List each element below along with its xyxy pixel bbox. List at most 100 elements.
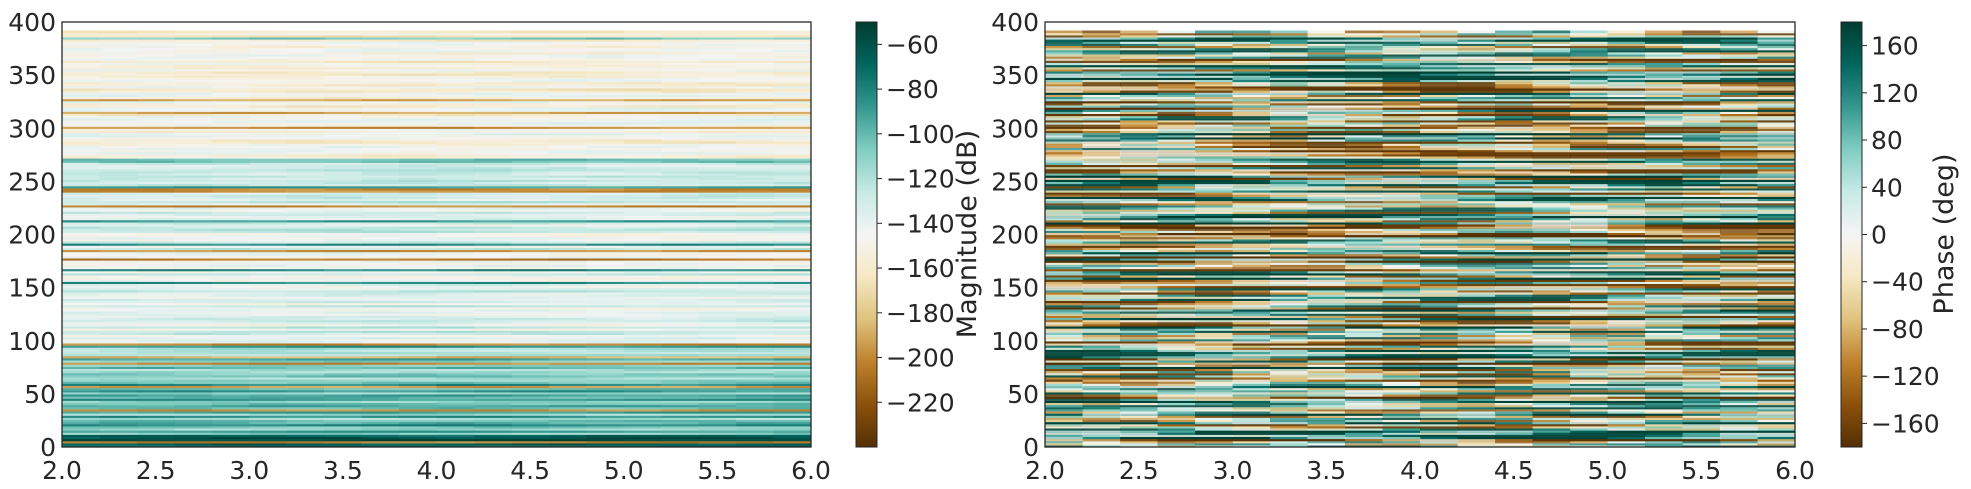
heatmap-cell: [1345, 410, 1384, 414]
heatmap-cell: [174, 185, 213, 189]
heatmap-cell: [1757, 368, 1795, 372]
heatmap-cell: [1345, 364, 1384, 367]
heatmap-cell: [211, 289, 250, 293]
heatmap-cell: [436, 189, 475, 193]
heatmap-cell: [1645, 400, 1684, 403]
heatmap-cell: [548, 419, 587, 423]
heatmap-cell: [249, 349, 288, 352]
heatmap-cell: [511, 398, 550, 401]
heatmap-cell: [1457, 387, 1496, 391]
heatmap-cell: [211, 268, 250, 272]
heatmap-cell: [286, 364, 325, 367]
heatmap-cell: [773, 427, 811, 431]
heatmap-cell: [473, 287, 512, 291]
heatmap-cell: [324, 436, 363, 440]
heatmap-cell: [399, 68, 438, 72]
heatmap-cell: [211, 430, 250, 433]
heatmap-cell: [136, 432, 175, 435]
heatmap-cell: [399, 274, 438, 278]
heatmap-cell: [473, 124, 512, 127]
heatmap-cell: [773, 419, 811, 423]
heatmap-cell: [249, 77, 288, 80]
heatmap-cell: [211, 175, 250, 178]
heatmap-cell: [1120, 376, 1159, 380]
heatmap-cell: [436, 179, 475, 182]
heatmap-cell: [773, 162, 811, 165]
heatmap-cell: [586, 291, 625, 295]
heatmap-cell: [698, 41, 737, 44]
heatmap-cell: [436, 147, 475, 151]
heatmap-cell: [1495, 430, 1534, 433]
heatmap-cell: [1382, 419, 1421, 423]
heatmap-cell: [698, 270, 737, 274]
heatmap-cell: [511, 402, 550, 406]
heatmap-cell: [62, 393, 101, 397]
heatmap-cell: [1082, 385, 1121, 389]
heatmap-cell: [211, 243, 250, 246]
heatmap-cell: [661, 274, 700, 278]
heatmap-cell: [99, 266, 138, 270]
heatmap-cell: [473, 121, 512, 125]
heatmap-cell: [99, 272, 138, 276]
heatmap-cell: [773, 81, 811, 85]
heatmap-cell: [211, 145, 250, 148]
heatmap-cell: [773, 41, 811, 44]
heatmap-cell: [399, 306, 438, 310]
heatmap-cell: [136, 94, 175, 97]
heatmap-cell: [511, 189, 550, 193]
heatmap-cell: [286, 90, 325, 93]
heatmap-cell: [211, 391, 250, 395]
heatmap-cell: [136, 141, 175, 144]
heatmap-cell: [361, 30, 400, 34]
heatmap-cell: [324, 255, 363, 259]
heatmap-cell: [249, 427, 288, 431]
heatmap-cell: [548, 181, 587, 185]
heatmap-cell: [136, 398, 175, 401]
colorbar-tick-label: −200: [886, 344, 955, 373]
heatmap-cell: [473, 107, 512, 110]
heatmap-cell: [473, 417, 512, 420]
heatmap-cell: [511, 153, 550, 157]
heatmap-cell: [661, 213, 700, 216]
heatmap-cell: [211, 262, 250, 265]
heatmap-cell: [661, 357, 700, 361]
heatmap-cell: [436, 400, 475, 403]
heatmap-cell: [586, 396, 625, 399]
heatmap-cell: [661, 330, 700, 333]
heatmap-cell: [399, 151, 438, 155]
heatmap-cell: [249, 143, 288, 146]
heatmap-cell: [324, 440, 363, 444]
heatmap-cell: [286, 209, 325, 212]
heatmap-cell: [1720, 432, 1759, 435]
heatmap-cell: [511, 151, 550, 155]
heatmap-cell: [623, 115, 662, 119]
heatmap-cell: [623, 336, 662, 340]
heatmap-cell: [324, 100, 363, 104]
heatmap-cell: [249, 221, 288, 225]
heatmap-cell: [586, 400, 625, 403]
heatmap-cell: [99, 306, 138, 310]
heatmap-cell: [1307, 376, 1346, 380]
heatmap-cell: [773, 228, 811, 231]
heatmap-cell: [473, 189, 512, 193]
heatmap-cell: [211, 36, 250, 40]
x-tick-label: 3.0: [229, 456, 269, 485]
heatmap-cell: [62, 279, 101, 282]
heatmap-cell: [436, 436, 475, 440]
heatmap-cell: [736, 298, 775, 301]
heatmap-cell: [661, 342, 700, 346]
heatmap-cell: [99, 264, 138, 267]
heatmap-cell: [473, 247, 512, 250]
heatmap-cell: [1420, 370, 1459, 374]
heatmap-cell: [286, 175, 325, 178]
heatmap-cell: [62, 323, 101, 327]
heatmap-cell: [99, 172, 138, 176]
heatmap-cell: [211, 219, 250, 223]
heatmap-cell: [1720, 398, 1759, 401]
heatmap-cell: [211, 113, 250, 117]
heatmap-cell: [324, 117, 363, 121]
heatmap-cell: [473, 175, 512, 178]
heatmap-cell: [361, 328, 400, 331]
heatmap-cell: [698, 438, 737, 442]
heatmap-cell: [136, 151, 175, 155]
